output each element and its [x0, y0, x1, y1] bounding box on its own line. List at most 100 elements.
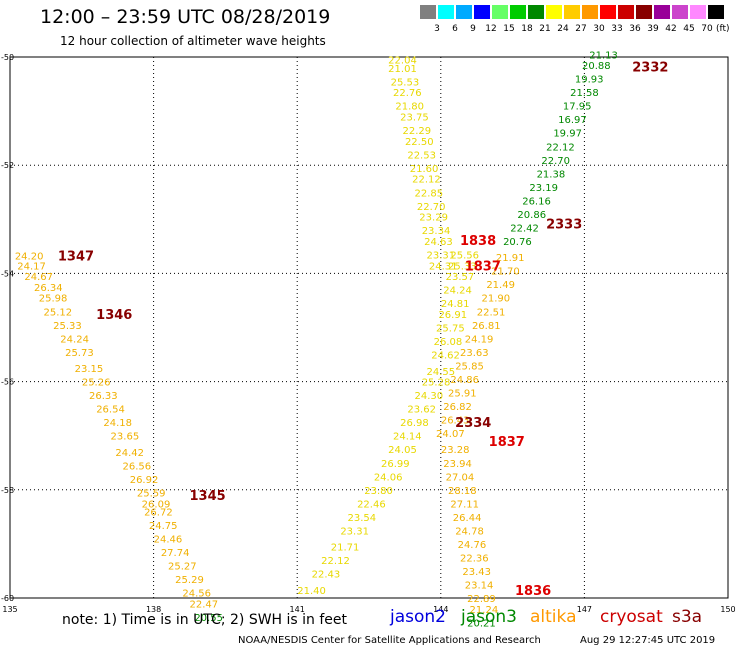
wave-height-value: 23.14 [465, 580, 494, 591]
pass-label: 1347 [58, 250, 94, 265]
wave-height-value: 23.65 [111, 432, 140, 443]
wave-height-value: 24.18 [103, 418, 132, 429]
wave-height-value: 26.44 [453, 513, 482, 524]
wave-height-value: 22.04 [388, 56, 417, 67]
legend-label: 45 [683, 24, 695, 34]
y-tick-label: -50 [1, 53, 14, 62]
pass-label: 1836 [515, 584, 551, 599]
chart-subtitle: 12 hour collection of altimeter wave hei… [60, 34, 326, 48]
wave-height-value: 22.12 [412, 175, 441, 186]
wave-height-value: 24.42 [115, 448, 144, 459]
pass-label: 2334 [455, 416, 491, 431]
wave-height-value: 24.67 [24, 272, 53, 283]
wave-height-value: 22.85 [415, 188, 444, 199]
wave-height-value: 16.97 [558, 115, 587, 126]
wave-height-value: 25.73 [65, 348, 94, 359]
wave-height-value: 20.76 [503, 237, 532, 248]
wave-height-value: 22.29 [403, 126, 432, 137]
wave-height-value: 21.91 [496, 253, 525, 264]
wave-height-value: 24.19 [465, 334, 494, 345]
wave-height-value: 24.75 [149, 521, 178, 532]
legend-swatch [672, 5, 688, 19]
wave-height-value: 23.57 [446, 272, 475, 283]
x-tick-label: 147 [577, 605, 592, 614]
wave-height-value: 23.43 [462, 567, 491, 578]
pass-label: 1838 [460, 234, 496, 249]
footer-credit: NOAA/NESDIS Center for Satellite Applica… [238, 635, 541, 646]
legend-unit: (ft) [716, 24, 730, 34]
wave-height-value: 21.49 [486, 280, 515, 291]
pass-label: 1346 [96, 308, 132, 323]
legend-swatch [420, 5, 436, 19]
wave-height-value: 25.75 [436, 324, 465, 335]
wave-height-value: 21.40 [297, 586, 326, 597]
wave-height-value: 23.28 [441, 445, 470, 456]
y-tick-label: -54 [1, 269, 14, 278]
wave-height-value: 24.86 [450, 375, 479, 386]
satellite-altika: altika [530, 607, 577, 627]
wave-height-value: 23.94 [443, 459, 472, 470]
wave-height-value: 23.19 [529, 183, 558, 194]
wave-height-value: 24.81 [441, 299, 470, 310]
legend-label: 15 [503, 24, 515, 34]
wave-height-value: 22.51 [477, 307, 506, 318]
wave-height-value: 26.54 [96, 405, 125, 416]
wave-height-value: 21.71 [331, 543, 360, 554]
legend-swatch [654, 5, 670, 19]
legend-label: 21 [539, 24, 551, 34]
legend-swatch [636, 5, 652, 19]
legend-label: 9 [470, 24, 476, 34]
wave-height-value: 24.63 [424, 237, 453, 248]
wave-height-value: 26.09 [142, 499, 171, 510]
legend-swatch [564, 5, 580, 19]
legend-label: 3 [434, 24, 440, 34]
wave-height-value: 24.76 [458, 540, 487, 551]
legend-label: 12 [485, 24, 497, 34]
wave-height-value: 23.75 [400, 113, 429, 124]
wave-height-value: 26.99 [381, 459, 410, 470]
pass-label: 1837 [465, 259, 501, 274]
y-tick-label: -56 [1, 378, 14, 387]
wave-height-value: 24.78 [455, 526, 484, 537]
legend-swatch [600, 5, 616, 19]
wave-height-value: 21.58 [570, 88, 599, 99]
wave-height-value: 26.98 [400, 418, 429, 429]
chart-title: 12:00 – 23:59 UTC 08/28/2019 [40, 6, 331, 28]
wave-height-value: 22.46 [357, 499, 386, 510]
wave-height-value: 24.30 [415, 391, 444, 402]
legend-swatch [546, 5, 562, 19]
wave-height-value: 22.42 [510, 223, 539, 234]
wave-height-value: 25.28 [422, 378, 451, 389]
wave-height-value: 24.46 [154, 534, 183, 545]
pass-label: 2333 [546, 218, 582, 233]
satellite-jason3: jason3 [461, 607, 517, 627]
wave-height-value: 26.34 [34, 283, 63, 294]
wave-height-value: 24.14 [393, 432, 422, 443]
wave-height-value: 25.53 [391, 77, 420, 88]
wave-height-value: 26.16 [522, 196, 551, 207]
wave-height-value: 25.91 [448, 388, 477, 399]
wave-height-value: 21.01 [388, 64, 417, 75]
wave-height-value: 24.31 [429, 261, 458, 272]
wave-height-value: 19.93 [575, 75, 604, 86]
footer-timestamp: Aug 29 12:27:45 UTC 2019 [580, 635, 716, 646]
wave-height-value: 22.36 [460, 553, 489, 564]
wave-height-value: 20.21 [467, 618, 496, 629]
wave-height-value: 24.07 [436, 429, 465, 440]
legend-swatch [456, 5, 472, 19]
wave-height-value: 26.56 [123, 461, 152, 472]
wave-height-value: 21.90 [482, 294, 511, 305]
wave-height-value: 26.92 [130, 475, 159, 486]
legend-label: 42 [665, 24, 677, 34]
wave-height-value: 27.04 [446, 472, 475, 483]
legend-label: 30 [593, 24, 605, 34]
legend-label: 70 [701, 24, 713, 34]
pass-label: 2332 [632, 61, 668, 76]
wave-height-value: 24.20 [15, 252, 44, 263]
wave-height-value: 17.95 [563, 102, 592, 113]
wave-height-value: 26.43 [441, 415, 470, 426]
wave-height-value: 25.26 [82, 378, 111, 389]
legend-swatch [510, 5, 526, 19]
wave-height-value: 22.53 [407, 150, 436, 161]
legend-label: 39 [647, 24, 659, 34]
